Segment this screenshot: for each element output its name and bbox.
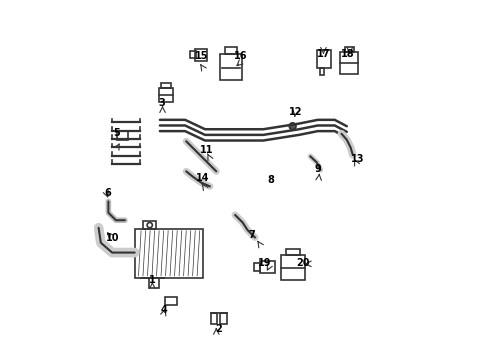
Text: 5: 5 xyxy=(113,128,120,138)
Text: 8: 8 xyxy=(267,175,274,185)
Bar xyxy=(285,249,300,255)
Bar xyxy=(148,278,159,288)
Bar xyxy=(220,314,226,324)
Bar xyxy=(260,261,274,273)
Bar xyxy=(190,51,195,58)
Bar xyxy=(194,49,206,61)
Bar xyxy=(161,82,170,88)
Text: 14: 14 xyxy=(196,173,209,183)
Text: 12: 12 xyxy=(288,107,302,117)
Bar xyxy=(316,50,330,68)
Text: 3: 3 xyxy=(158,98,165,108)
Bar xyxy=(340,52,358,73)
Text: 1: 1 xyxy=(149,275,156,285)
Bar xyxy=(142,221,156,229)
Text: 19: 19 xyxy=(258,258,271,268)
Text: 17: 17 xyxy=(316,49,329,59)
Bar xyxy=(224,47,237,54)
Bar xyxy=(135,229,203,278)
Bar xyxy=(281,255,304,280)
Bar xyxy=(344,46,353,52)
Bar xyxy=(319,68,324,75)
Text: 18: 18 xyxy=(341,49,354,59)
Text: 10: 10 xyxy=(106,233,120,243)
Bar xyxy=(254,263,260,271)
Text: 13: 13 xyxy=(350,154,363,164)
Text: 15: 15 xyxy=(194,51,207,61)
Bar xyxy=(117,131,128,140)
Bar xyxy=(164,297,177,305)
Text: 6: 6 xyxy=(103,188,110,198)
Bar xyxy=(220,54,242,80)
Text: 20: 20 xyxy=(295,258,309,268)
Text: 11: 11 xyxy=(200,145,213,155)
Text: 7: 7 xyxy=(248,230,255,239)
Text: 4: 4 xyxy=(160,305,167,315)
Text: 16: 16 xyxy=(234,51,247,61)
Text: 9: 9 xyxy=(314,164,321,174)
Circle shape xyxy=(289,123,295,130)
Bar xyxy=(159,88,173,102)
Bar xyxy=(210,314,217,324)
Text: 2: 2 xyxy=(214,324,221,333)
